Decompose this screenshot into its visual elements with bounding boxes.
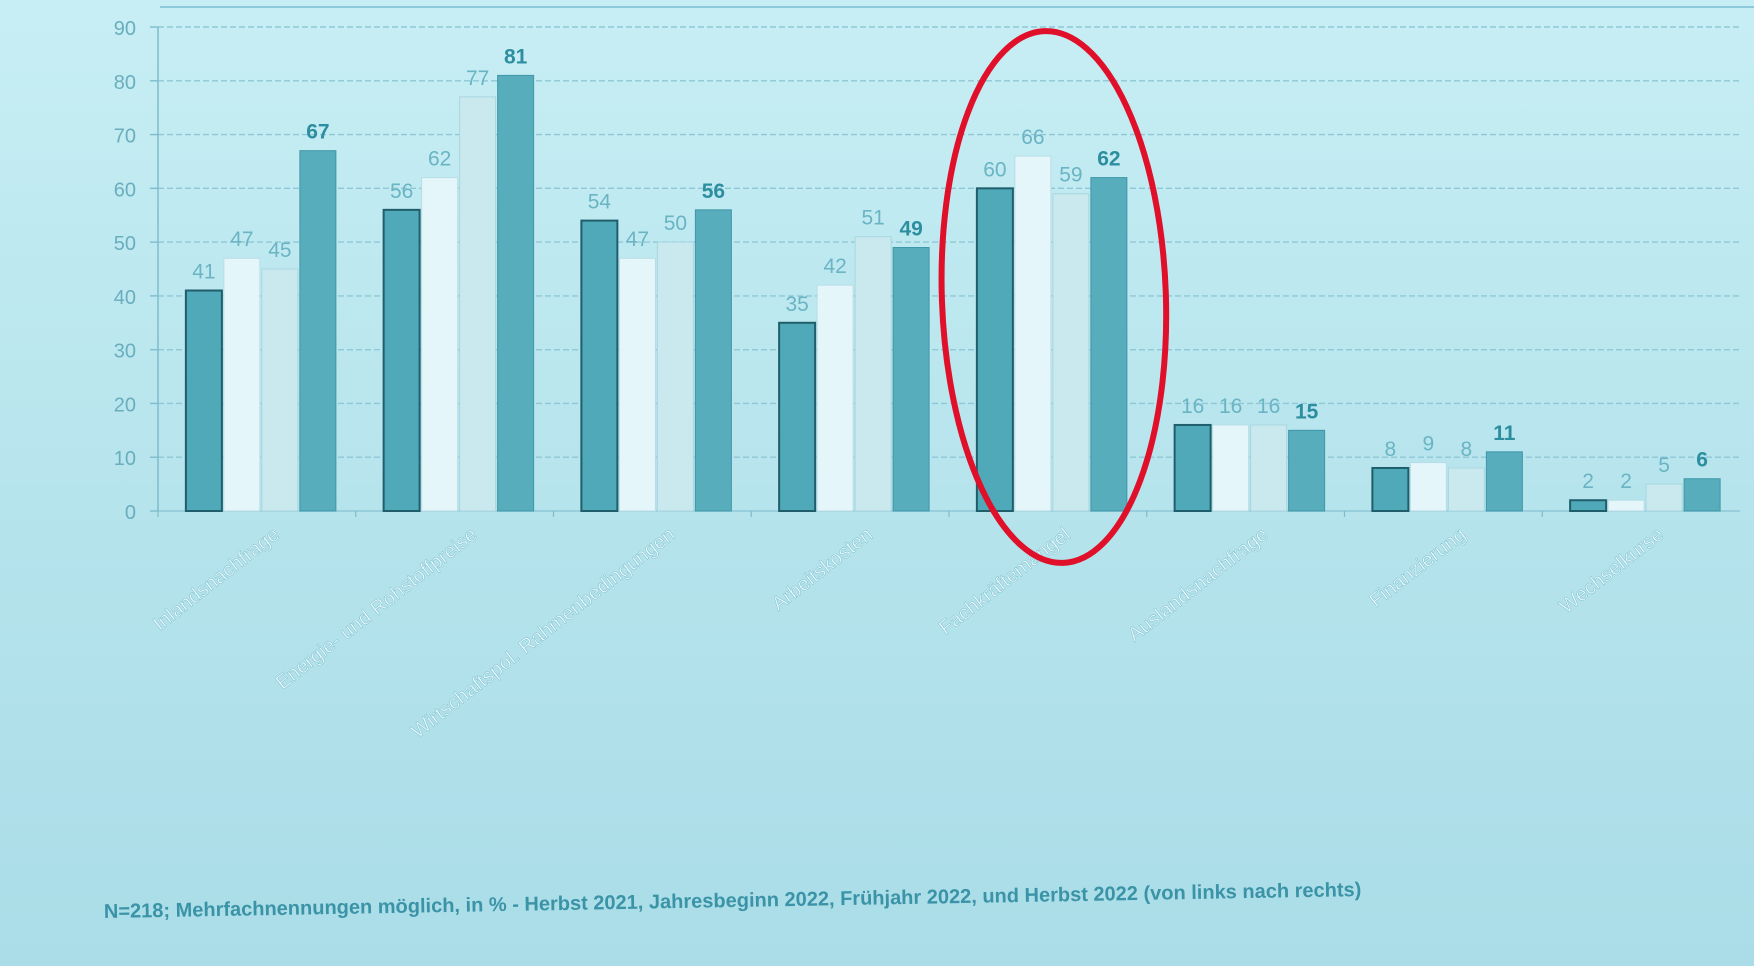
- bar: [816, 284, 854, 512]
- bar: [421, 177, 459, 512]
- bar: [1014, 155, 1052, 512]
- bar: [1371, 466, 1410, 513]
- x-tick-label: Arbeitskosten: [768, 524, 877, 616]
- bar: [382, 208, 421, 512]
- highlight-ellipse: [938, 28, 1170, 566]
- data-label: 35: [785, 293, 808, 316]
- bar: [1409, 462, 1447, 512]
- bar: [1288, 429, 1326, 512]
- data-label: 8: [1385, 438, 1397, 461]
- x-tick-label: Energie- und Rohstoffpreise: [272, 524, 482, 694]
- bar: [975, 187, 1014, 512]
- data-label: 16: [1257, 395, 1280, 418]
- data-label: 15: [1295, 400, 1319, 423]
- y-tick-label: 60: [114, 179, 136, 201]
- bar: [778, 321, 817, 512]
- x-tick-label: Fachkräftemangel: [935, 524, 1075, 640]
- bar: [1173, 423, 1212, 513]
- bar: [223, 257, 261, 512]
- bar: [1052, 193, 1090, 512]
- footnote: N=218; Mehrfachnennungen möglich, in % -…: [104, 879, 1362, 923]
- data-label: 62: [1097, 148, 1120, 171]
- bars-layer: [184, 74, 1721, 513]
- top-border: [160, 6, 1754, 8]
- bar: [497, 74, 535, 512]
- data-label: 42: [823, 255, 846, 278]
- bar: [1607, 499, 1645, 512]
- data-label: 45: [268, 239, 291, 262]
- data-label: 67: [306, 121, 329, 144]
- data-label: 41: [192, 261, 215, 284]
- data-label: 11: [1493, 422, 1516, 445]
- highlight-layer: [938, 28, 1170, 566]
- bar: [1250, 424, 1288, 512]
- bar: [299, 150, 337, 512]
- bar: [459, 96, 497, 512]
- bar: [656, 241, 694, 512]
- x-tick-label: Inlandsnachfrage: [149, 524, 283, 636]
- data-label: 50: [664, 212, 687, 235]
- y-tick-label: 90: [114, 18, 136, 40]
- data-label: 81: [504, 45, 528, 68]
- data-label: 77: [466, 67, 489, 90]
- data-label: 59: [1059, 164, 1082, 187]
- y-tick-label: 20: [114, 394, 136, 416]
- data-label: 51: [861, 207, 884, 230]
- y-tick-label: 10: [114, 448, 136, 470]
- data-label: 2: [1620, 470, 1632, 493]
- data-label: 8: [1461, 438, 1473, 461]
- bar: [1645, 483, 1683, 512]
- bar: [1090, 177, 1128, 512]
- bar: [1569, 499, 1608, 513]
- data-label: 66: [1021, 126, 1044, 149]
- y-tick-label: 40: [114, 287, 136, 309]
- bar: [1447, 467, 1485, 512]
- data-label: 5: [1658, 454, 1670, 477]
- bar: [1683, 478, 1721, 512]
- bar: [184, 289, 223, 512]
- data-label: 16: [1219, 395, 1242, 418]
- data-label: 6: [1696, 449, 1708, 472]
- data-label: 47: [230, 228, 253, 251]
- data-label: 9: [1423, 433, 1435, 456]
- bar: [580, 219, 619, 512]
- data-label: 47: [626, 228, 649, 251]
- bar: [854, 236, 892, 512]
- bar: [618, 257, 656, 512]
- bar: [892, 246, 930, 512]
- data-label: 16: [1181, 395, 1204, 418]
- y-tick-label: 80: [114, 72, 136, 94]
- y-tick-label: 0: [125, 502, 136, 524]
- data-label: 56: [702, 180, 725, 203]
- bar: [1212, 424, 1250, 512]
- y-tick-label: 50: [114, 233, 136, 255]
- y-tick-label: 30: [114, 341, 136, 363]
- x-tick-label: Auslandsnachfrage: [1124, 524, 1272, 647]
- bar: [694, 209, 732, 512]
- data-label: 49: [899, 217, 922, 240]
- bar: [1485, 451, 1523, 512]
- data-label: 2: [1582, 470, 1594, 493]
- data-label: 62: [428, 148, 451, 171]
- x-tick-label: Finanzierung: [1366, 524, 1471, 613]
- bar: [261, 268, 299, 512]
- y-tick-label: 70: [114, 126, 136, 148]
- data-label: 56: [390, 180, 413, 203]
- x-tick-label: Wechselkurse: [1556, 524, 1668, 618]
- data-label: 54: [588, 191, 612, 214]
- data-label: 60: [983, 158, 1006, 181]
